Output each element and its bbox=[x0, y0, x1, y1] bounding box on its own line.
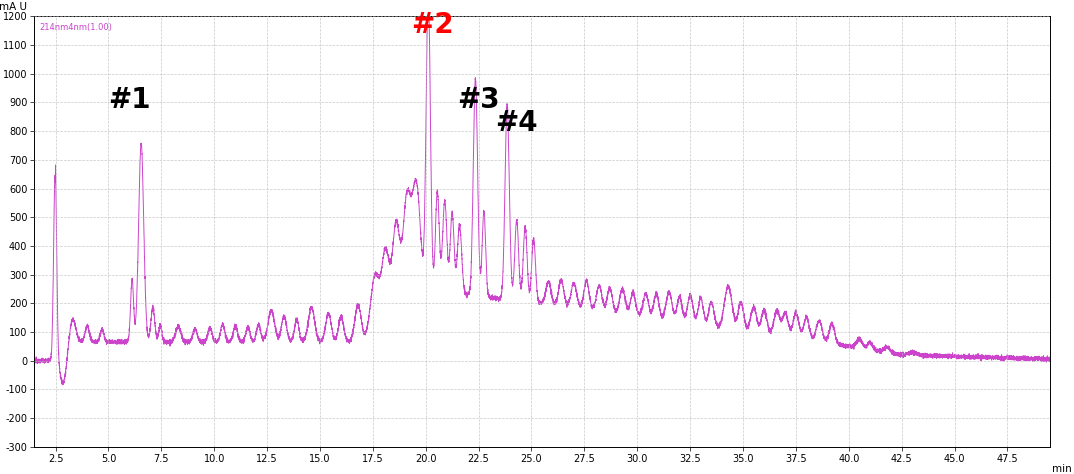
Text: #2: #2 bbox=[410, 11, 453, 39]
Text: #3: #3 bbox=[458, 86, 499, 114]
Text: 214nm4nm(1.00): 214nm4nm(1.00) bbox=[40, 23, 113, 32]
Text: min: min bbox=[1051, 464, 1072, 474]
Text: mA U: mA U bbox=[0, 2, 27, 12]
Text: #4: #4 bbox=[495, 109, 538, 137]
Text: #1: #1 bbox=[108, 86, 150, 114]
